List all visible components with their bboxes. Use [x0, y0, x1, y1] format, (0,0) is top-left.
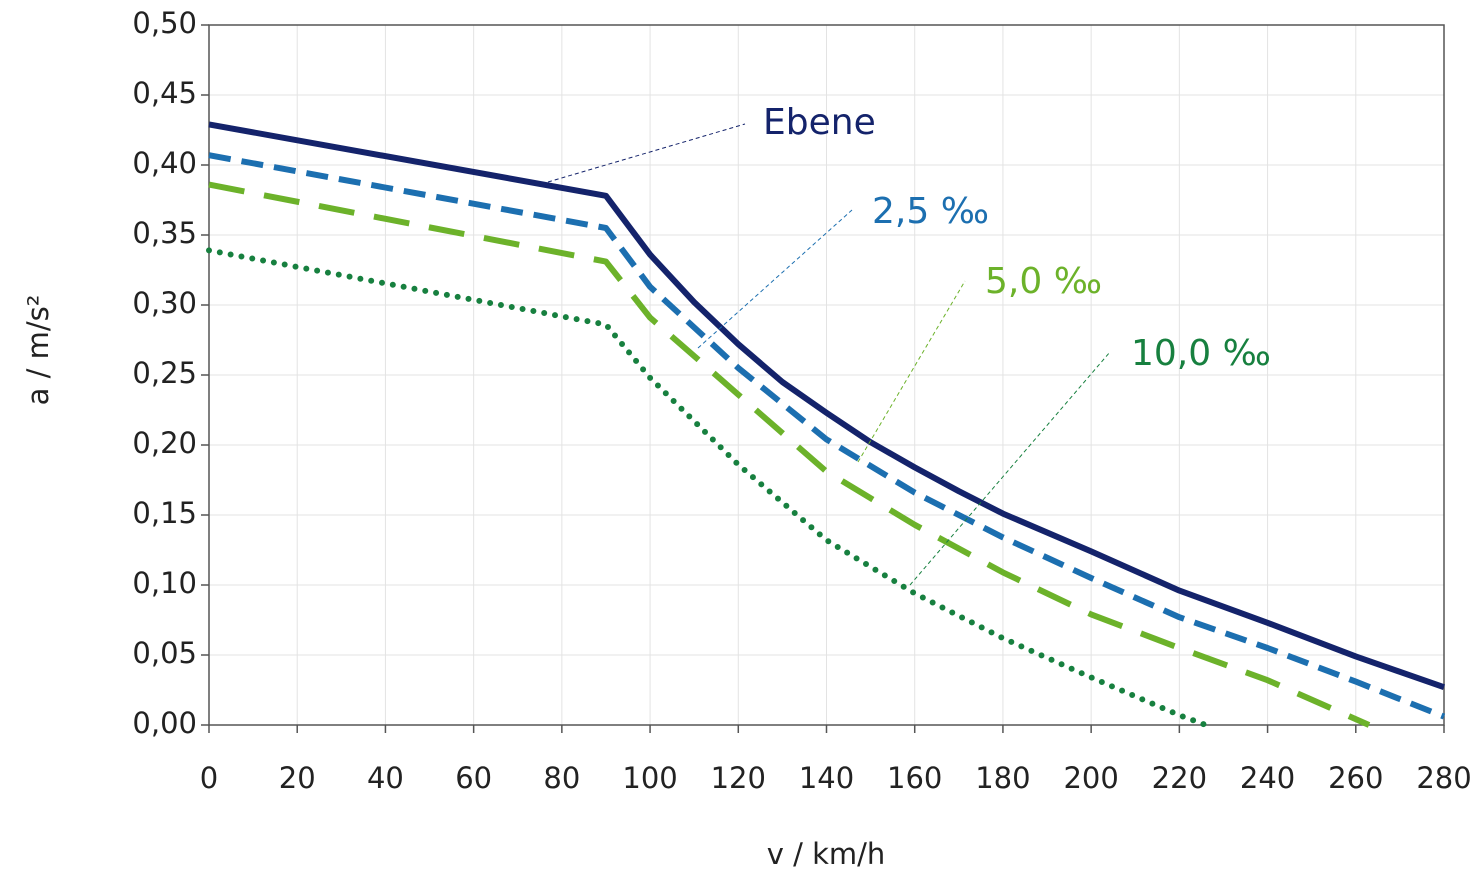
y-tick-label: 0,50 [132, 6, 197, 40]
y-tick-label: 0,05 [132, 636, 197, 670]
y-tick-label: 0,10 [132, 566, 197, 600]
y-tick-label: 0,45 [132, 76, 197, 110]
x-tick-label: 40 [367, 761, 404, 795]
y-tick-label: 0,25 [132, 356, 197, 390]
leader-line [697, 209, 853, 349]
x-tick-label: 180 [975, 761, 1030, 795]
y-tick-label: 0,40 [132, 146, 197, 180]
series-label: 10,0 ‰ [1131, 333, 1271, 374]
x-tick-label: 280 [1416, 761, 1471, 795]
leader-line [857, 280, 966, 463]
y-tick-label: 0,15 [132, 496, 197, 530]
x-tick-label: 220 [1152, 761, 1207, 795]
x-tick-label: 100 [622, 761, 677, 795]
x-tick-label: 0 [200, 761, 218, 795]
leader-line [547, 123, 746, 183]
series-line [208, 181, 1371, 728]
series-label: 2,5 ‰ [872, 191, 989, 232]
x-tick-label: 140 [799, 761, 854, 795]
plot-frame [208, 24, 1445, 726]
x-tick-label: 80 [543, 761, 580, 795]
x-tick-label: 240 [1240, 761, 1295, 795]
x-tick-label: 20 [279, 761, 316, 795]
y-tick-label: 0,35 [132, 216, 197, 250]
x-tick-label: 120 [711, 761, 766, 795]
y-tick-label: 0,30 [132, 286, 197, 320]
x-tick-label: 60 [455, 761, 492, 795]
series-line [208, 121, 1445, 691]
y-tick-label: 0,20 [132, 426, 197, 460]
series-line [208, 152, 1446, 720]
series-label: 5,0 ‰ [985, 261, 1102, 302]
y-tick-label: 0,00 [132, 706, 197, 740]
series-label: Ebene [763, 102, 876, 143]
y-axis-label: a / m/s² [21, 295, 55, 406]
x-tick-label: 260 [1328, 761, 1383, 795]
x-tick-label: 160 [887, 761, 942, 795]
leader-line [909, 351, 1111, 586]
x-tick-label: 200 [1063, 761, 1118, 795]
series-line [206, 247, 1209, 728]
x-axis-label: v / km/h [767, 837, 886, 871]
